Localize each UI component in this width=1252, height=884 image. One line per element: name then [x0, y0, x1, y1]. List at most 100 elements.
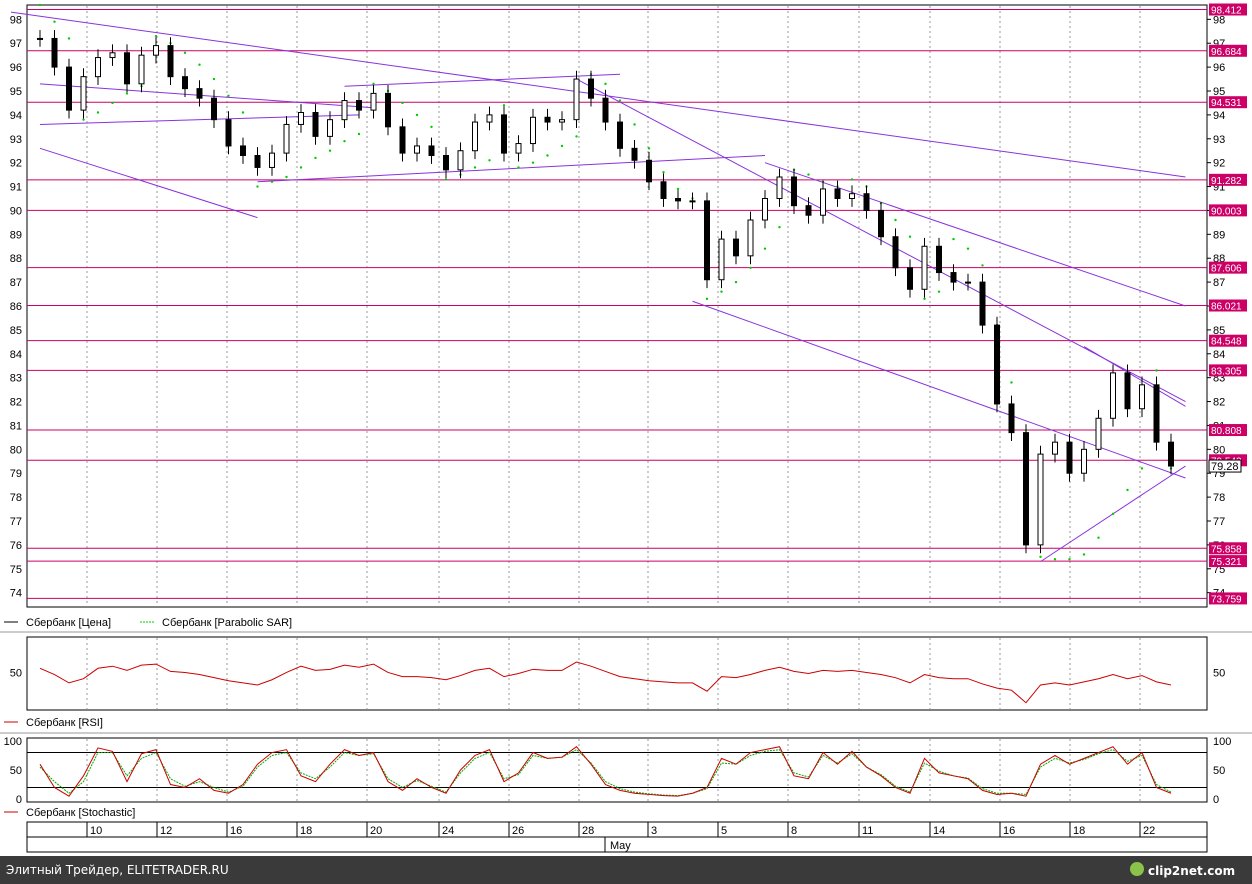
candle-body — [1110, 372, 1116, 419]
candle-body — [457, 150, 464, 171]
date-tick-label: 20 — [370, 825, 382, 837]
stochastic-legend-label: Сбербанк [Stochastic] — [26, 807, 135, 819]
date-tick-label: 5 — [721, 825, 727, 837]
date-tick-label: 28 — [582, 825, 594, 837]
sar-point — [1010, 381, 1013, 384]
level-label: 75.321 — [1211, 557, 1242, 568]
candle-body — [762, 198, 768, 221]
price-series — [37, 30, 1174, 554]
candle-body — [414, 145, 420, 154]
candle-body — [443, 155, 449, 171]
candle-body — [994, 324, 1000, 405]
candle-body — [211, 97, 217, 121]
sar-point — [473, 166, 477, 169]
candle-body — [1052, 441, 1058, 455]
price-tick-right: 78 — [1213, 492, 1225, 504]
sar-point — [285, 175, 288, 179]
candle-body — [385, 92, 391, 128]
price-tick-left: 85 — [10, 325, 22, 337]
candle-body — [51, 37, 58, 68]
candle-body — [733, 238, 739, 257]
price-tick-left: 93 — [10, 134, 22, 146]
candle-body — [921, 245, 928, 290]
sar-point — [763, 247, 767, 250]
level-label: 80.808 — [1211, 426, 1242, 437]
date-tick-label: 16 — [230, 825, 242, 837]
candle-body — [573, 78, 580, 121]
last-price-text: 79.28 — [1211, 461, 1239, 473]
sar-point — [676, 187, 680, 191]
trend-line — [39, 114, 360, 125]
price-tick-left: 84 — [10, 349, 22, 361]
sar-point — [357, 132, 361, 136]
stochastic-tick-left: 50 — [10, 765, 22, 777]
stochastic-tick-left: 100 — [4, 736, 22, 748]
sar-point — [415, 113, 419, 117]
footer-background — [0, 856, 1252, 884]
candle-body — [1008, 403, 1015, 434]
level-label-bg — [1209, 3, 1247, 16]
parabolic-sar — [38, 3, 1173, 561]
candle-body — [1139, 384, 1145, 410]
date-tick-label: 16 — [1003, 825, 1015, 837]
price-tick-left: 82 — [10, 397, 22, 409]
price-tick-right: 80 — [1213, 444, 1225, 456]
sar-point — [749, 266, 752, 269]
level-label: 90.003 — [1211, 206, 1242, 217]
candle-body — [588, 78, 594, 99]
level-label-bg — [1209, 542, 1247, 555]
sar-point — [401, 101, 404, 105]
sar-point — [923, 297, 926, 301]
price-legend-label: Сбербанк [Цена] — [26, 617, 111, 629]
candle-body — [254, 155, 261, 168]
candle-body — [979, 281, 986, 326]
month-label: May — [610, 840, 631, 852]
sar-point — [531, 161, 535, 164]
candle-body — [95, 57, 101, 78]
candle-body — [936, 245, 942, 274]
sar-point — [270, 180, 274, 183]
candle-body — [660, 181, 667, 199]
date-tick-label: 22 — [1143, 825, 1155, 837]
price-tick-left: 91 — [10, 182, 22, 194]
price-tick-left: 94 — [10, 110, 22, 122]
level-label: 87.606 — [1211, 264, 1242, 275]
sar-point — [1155, 369, 1158, 372]
candle-body — [617, 121, 623, 149]
candle-body — [907, 267, 913, 290]
candle-body — [834, 188, 841, 199]
price-tick-left: 76 — [10, 540, 22, 552]
candle-body — [530, 116, 536, 145]
level-label-bg — [1209, 261, 1247, 274]
candle-body — [399, 126, 406, 154]
candle-body — [1037, 453, 1044, 546]
candle-body — [138, 54, 145, 85]
candle-body — [1168, 441, 1174, 467]
candle-body — [1023, 432, 1029, 546]
level-label: 96.684 — [1211, 47, 1242, 58]
candle-body — [791, 176, 797, 207]
candle-body — [66, 66, 72, 111]
candle-body — [805, 205, 812, 216]
stochastic-tick-left: 0 — [16, 794, 22, 806]
sar-point — [183, 51, 187, 54]
rsi-line — [39, 661, 1172, 704]
sar-point — [96, 111, 100, 114]
rsi-legend-label: Сбербанк [RSI] — [26, 717, 103, 729]
sar-point — [198, 63, 201, 66]
sar-point — [502, 104, 506, 107]
candle-body — [298, 112, 304, 125]
sar-point — [430, 125, 433, 129]
level-label-bg — [1209, 96, 1247, 109]
clip2net-logo-icon — [1130, 862, 1144, 876]
sar-legend-label: Сбербанк [Parabolic SAR] — [162, 617, 292, 629]
candle-body — [225, 119, 232, 147]
candle-body — [109, 52, 116, 59]
price-panel: 74 75 76 77 78 79 80 81 82 83 84 85 86 87 88 89 90 91 92 93… — [10, 3, 1247, 608]
candle-body — [544, 116, 551, 123]
sar-point — [908, 235, 912, 238]
sar-point — [720, 290, 723, 293]
price-tick-left: 74 — [10, 588, 22, 600]
date-tick-label: 11 — [862, 825, 873, 837]
